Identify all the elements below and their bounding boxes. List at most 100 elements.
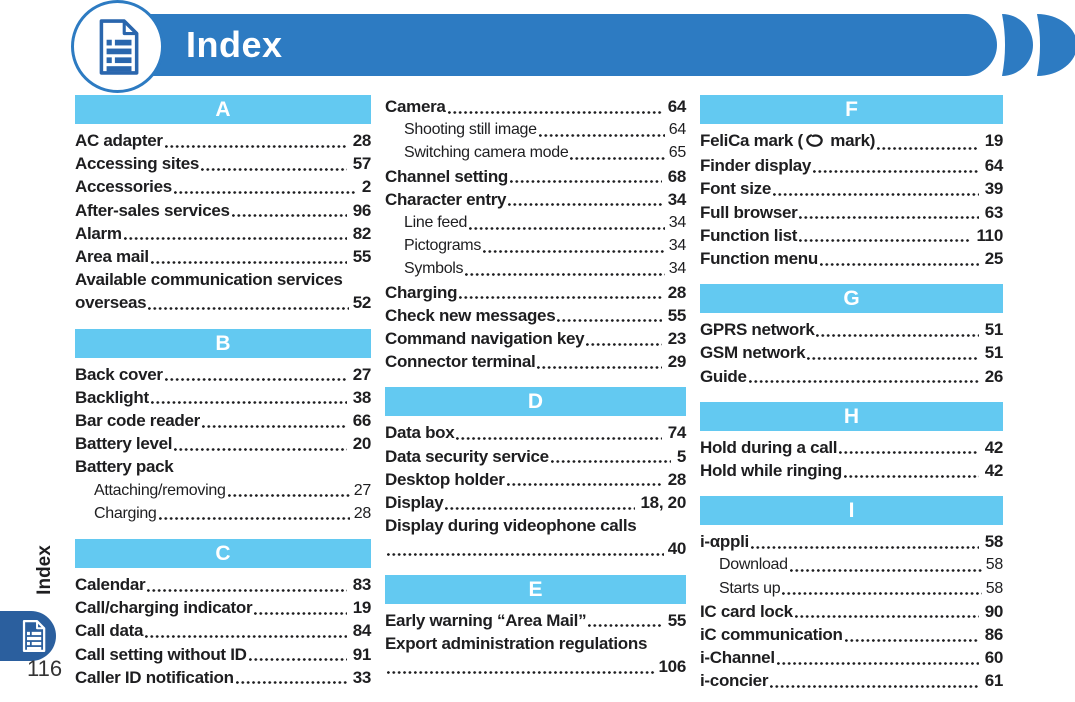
entry-page-number: 27	[353, 481, 372, 499]
index-column: F FeliCa mark ( mark) 19 Finder display 64 Fo…	[700, 95, 1003, 693]
index-entry: Calendar 83	[75, 573, 371, 596]
entry-label: Function list	[700, 225, 798, 245]
entry-label: Data box	[385, 423, 455, 443]
entry-label: GSM network	[700, 343, 806, 363]
entry-page-number: 34	[667, 189, 687, 209]
dot-leader	[508, 203, 662, 207]
dot-leader	[254, 611, 347, 615]
index-entry: Guide 26	[700, 365, 1003, 388]
index-entry: Call setting without ID 91	[75, 643, 371, 666]
index-entry: Hold during a call 42	[700, 436, 1003, 459]
header-bar: Index	[108, 14, 997, 76]
dot-leader	[150, 260, 347, 264]
index-entry: Full browser 63	[700, 201, 1003, 224]
index-subentry: Pictograms 34	[385, 234, 686, 257]
index-entry-continued: 40	[385, 537, 686, 560]
entry-label: overseas	[75, 293, 147, 313]
section-header-B: B	[75, 328, 371, 358]
section-header-D: D	[385, 387, 686, 417]
index-subentry: Charging 28	[75, 502, 371, 525]
entry-label: Hold during a call	[700, 437, 838, 457]
index-entry: Battery level 20	[75, 432, 371, 455]
index-section: B Back cover 27 Backlight 38 Bar code reader 6…	[75, 328, 371, 525]
entry-page-number: 33	[352, 667, 372, 687]
index-entry: Backlight 38	[75, 386, 371, 409]
entry-page-number: 86	[984, 625, 1004, 645]
index-section: C Calendar 83 Call/charging indicator 19 Call…	[75, 539, 371, 689]
index-entry: Desktop holder 28	[385, 468, 686, 491]
index-entry: iC communication 86	[700, 623, 1003, 646]
entry-label: Call data	[75, 621, 144, 641]
entry-page-number: 23	[667, 329, 687, 349]
dot-leader	[231, 214, 347, 218]
entry-label: Call setting without ID	[75, 644, 247, 664]
entry-page-number: 55	[352, 247, 372, 267]
dot-leader	[227, 494, 350, 498]
entry-label: Finder display	[700, 156, 812, 176]
index-entry: Character entry 34	[385, 188, 686, 211]
dot-leader	[447, 110, 662, 114]
entry-label: Alarm	[75, 223, 122, 243]
entry-page-number: 42	[984, 461, 1004, 481]
entry-label: Check new messages	[385, 305, 556, 325]
entry-label: Battery pack	[75, 457, 174, 477]
entry-page-number: 90	[984, 601, 1004, 621]
entry-page-number: 34	[668, 260, 687, 278]
dot-leader	[586, 342, 662, 346]
entry-label: Accessing sites	[75, 154, 200, 174]
index-section: E Early warning “Area Mail” 55 Export admin…	[385, 574, 687, 679]
entry-page-number: 42	[984, 437, 1004, 457]
index-subentry: Shooting still image 64	[385, 118, 686, 141]
entry-page-number: 58	[984, 532, 1004, 552]
header-icon-badge	[71, 0, 164, 93]
entry-page-number: 110	[976, 225, 1003, 245]
dot-leader	[813, 169, 979, 173]
entry-label: Charging	[94, 504, 157, 522]
index-entry: i-concier 61	[700, 669, 1003, 692]
dot-leader	[235, 681, 347, 685]
entry-page-number: 5	[676, 446, 686, 466]
index-entry: Early warning “Area Mail” 55	[385, 609, 686, 632]
index-subentry: Switching camera mode 65	[385, 141, 686, 164]
entry-label: Channel setting	[385, 166, 509, 186]
entry-label: Backlight	[75, 387, 149, 407]
entry-page-number: 19	[984, 131, 1004, 150]
dot-leader	[770, 684, 979, 689]
entry-label: Early warning “Area Mail”	[385, 610, 587, 630]
entry-page-number: 58	[985, 579, 1004, 597]
entry-page-number: 96	[352, 200, 372, 220]
entry-label: Font size	[700, 179, 771, 199]
entry-page-number: 28	[352, 131, 372, 150]
entry-page-number: 40	[667, 539, 687, 559]
dot-leader	[844, 638, 979, 642]
index-subentry: Symbols 34	[385, 257, 686, 280]
entry-label: Desktop holder	[385, 469, 505, 489]
page-number: 116	[27, 656, 63, 681]
dot-leader	[782, 592, 982, 596]
dot-leader	[123, 237, 347, 241]
dot-leader	[173, 190, 356, 195]
section-header-C: C	[75, 539, 371, 569]
index-subentry: Line feed 34	[385, 211, 686, 234]
entry-label: AC adapter	[75, 131, 163, 150]
index-entry: Function list 110	[700, 224, 1003, 247]
document-list-icon	[99, 18, 138, 75]
index-column: A AC adapter 28 Accessing sites 57 Accessorie…	[75, 95, 371, 689]
dot-leader	[465, 272, 665, 277]
index-subentry: Attaching/removing 27	[75, 479, 371, 502]
entry-page-number: 34	[668, 214, 687, 232]
entry-page-number: 51	[984, 343, 1004, 363]
index-entry: IC card lock 90	[700, 600, 1003, 623]
entry-label: Download	[719, 556, 788, 574]
index-section: F FeliCa mark ( mark) 19 Finder display 64 Fo…	[700, 95, 1003, 270]
entry-page-number: 106	[658, 657, 687, 677]
index-entry: Connector terminal 29	[385, 350, 686, 373]
index-entry: Function menu 25	[700, 247, 1003, 270]
entry-label: Pictograms	[404, 237, 482, 255]
entry-page-number: 34	[668, 237, 687, 255]
dot-leader	[816, 333, 979, 337]
section-header-I: I	[700, 496, 1003, 526]
entry-page-number: 28	[667, 469, 687, 489]
entry-page-number: 57	[352, 154, 372, 174]
